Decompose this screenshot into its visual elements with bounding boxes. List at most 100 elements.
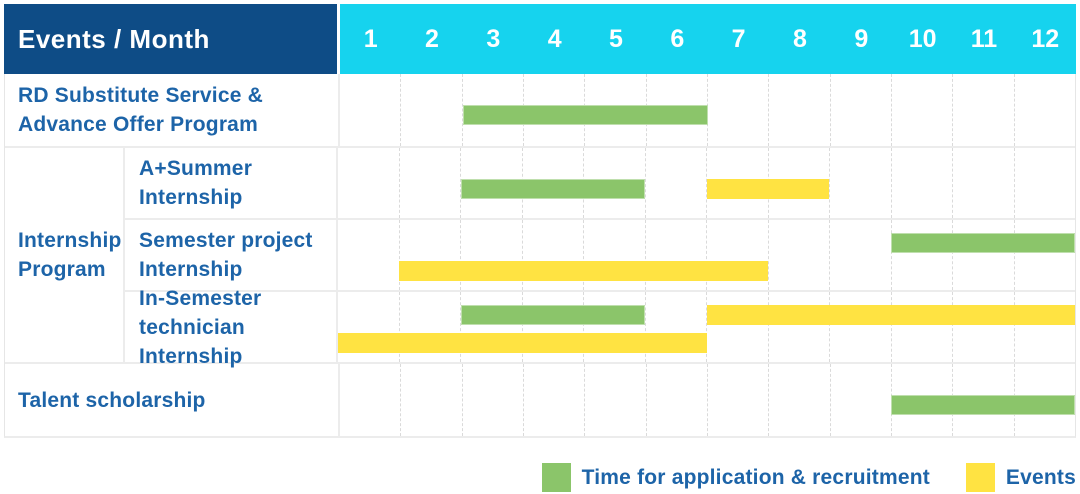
month-gridline xyxy=(767,292,830,363)
table-row: RD Substitute Service & Advance Offer Pro… xyxy=(5,74,1075,148)
group-subrows: A+Summer Internship Semester project Intern… xyxy=(125,147,1076,368)
event-swatch-icon xyxy=(965,463,995,492)
legend: Time for application & recruitment Events xyxy=(541,463,1076,492)
row-label: RD Substitute Service & Advance Offer Pro… xyxy=(5,74,340,146)
month-gridline xyxy=(584,364,645,436)
month-gridline xyxy=(829,292,891,363)
month-header: 1 2 3 4 5 6 7 8 9 10 11 12 xyxy=(340,4,1076,74)
group-label: Internship Program xyxy=(5,147,125,363)
month-gridline xyxy=(890,292,953,363)
month-header-cell: 1 xyxy=(363,24,378,53)
month-header-cell: 2 xyxy=(425,24,439,53)
month-gridline xyxy=(1013,147,1076,218)
application-bar xyxy=(890,232,1075,253)
event-bar xyxy=(338,333,707,354)
month-gridline xyxy=(829,74,891,146)
month-gridline xyxy=(400,74,461,146)
application-bar xyxy=(460,178,646,199)
month-gridline xyxy=(767,219,830,291)
month-gridline xyxy=(952,292,1014,363)
event-bar xyxy=(399,260,768,281)
month-gridlines xyxy=(340,74,1075,146)
events-month-table: Events / Month 1 2 3 4 5 6 7 8 9 10 11 12 RD Substi… xyxy=(4,4,1076,438)
table-body: RD Substitute Service & Advance Offer Pro… xyxy=(4,74,1076,438)
month-gridline xyxy=(400,364,461,436)
month-gridline xyxy=(890,147,953,218)
row-label-text: RD Substitute Service & xyxy=(18,83,263,107)
month-grid-cell xyxy=(338,292,1076,363)
month-grid-cell xyxy=(340,74,1075,146)
month-gridline xyxy=(1013,74,1075,146)
subrow-label-text: technician Internship xyxy=(139,315,245,368)
month-gridline xyxy=(338,220,399,290)
month-header-cell: 8 xyxy=(793,24,807,53)
month-header-cell: 7 xyxy=(731,24,746,53)
month-gridline xyxy=(340,364,400,436)
row-group-internship-program: Internship Program A+Summer Internship Semes… xyxy=(5,147,1076,368)
month-header-cell: 12 xyxy=(1031,24,1060,53)
table-header-row: Events / Month 1 2 3 4 5 6 7 8 9 10 11 12 xyxy=(4,4,1076,74)
month-header-cell: 5 xyxy=(609,24,623,53)
month-gridline xyxy=(768,74,829,146)
month-grid-cell xyxy=(338,219,1076,291)
month-header-cell: 10 xyxy=(908,24,937,53)
month-gridline xyxy=(952,147,1014,218)
subrow-label: Semester project Internship xyxy=(125,219,338,291)
header-title: Events / Month xyxy=(4,4,337,74)
month-header-cell: 9 xyxy=(854,24,869,53)
month-gridline xyxy=(890,219,953,291)
subrow-label-text: A+Summer xyxy=(139,156,253,180)
month-gridline xyxy=(952,74,1013,146)
month-gridline xyxy=(952,219,1014,291)
subrow-label-text: Semester project xyxy=(139,228,313,252)
row-label-text: Advance Offer Program xyxy=(18,112,258,136)
month-gridline xyxy=(768,364,829,436)
month-gridline xyxy=(1013,219,1076,291)
month-gridline xyxy=(706,364,768,436)
legend-item-application: Time for application & recruitment xyxy=(541,463,930,492)
month-gridline xyxy=(340,74,400,146)
month-gridline xyxy=(645,364,707,436)
application-bar xyxy=(462,105,708,125)
legend-label: Events xyxy=(1005,465,1076,489)
table-subrow: A+Summer Internship xyxy=(125,147,1076,220)
month-header-cell: 3 xyxy=(486,24,501,53)
subrow-label-text: Internship xyxy=(139,257,243,281)
month-gridline xyxy=(461,364,523,436)
month-gridline xyxy=(644,147,707,218)
group-label-text: Program xyxy=(18,257,106,281)
group-label-text: Internship xyxy=(18,228,122,252)
subrow-label-text: Internship xyxy=(139,185,243,209)
month-gridline xyxy=(706,74,768,146)
month-gridline xyxy=(829,147,891,218)
header-divider xyxy=(337,4,340,74)
application-bar xyxy=(891,395,1075,416)
table-subrow: Semester project Internship xyxy=(125,219,1076,293)
month-gridline xyxy=(398,147,461,218)
subrow-label-text: In-Semester xyxy=(139,286,262,310)
row-label-text: Talent scholarship xyxy=(18,388,206,412)
legend-label: Time for application & recruitment xyxy=(581,465,930,489)
application-swatch-icon xyxy=(541,463,571,492)
subrow-label: In-Semester technician Internship xyxy=(125,287,338,368)
month-gridline xyxy=(1013,292,1076,363)
month-header-cell: 4 xyxy=(547,24,562,53)
month-header-cell: 6 xyxy=(670,24,685,53)
month-grid-cell xyxy=(340,364,1075,436)
month-gridline xyxy=(522,364,584,436)
subrow-label: A+Summer Internship xyxy=(125,147,338,218)
month-header-cell: 11 xyxy=(970,24,998,53)
event-bar xyxy=(706,178,830,199)
row-label: Talent scholarship xyxy=(5,364,340,436)
month-gridline xyxy=(890,74,952,146)
month-gridline xyxy=(338,148,399,218)
table-subrow: In-Semester technician Internship xyxy=(125,287,1076,368)
event-bar xyxy=(706,305,1075,326)
month-gridline xyxy=(829,219,891,291)
application-bar xyxy=(460,305,646,326)
month-gridline xyxy=(706,292,768,363)
table-row: Talent scholarship xyxy=(5,364,1075,436)
month-gridline xyxy=(829,364,891,436)
legend-item-event: Events xyxy=(965,463,1076,492)
